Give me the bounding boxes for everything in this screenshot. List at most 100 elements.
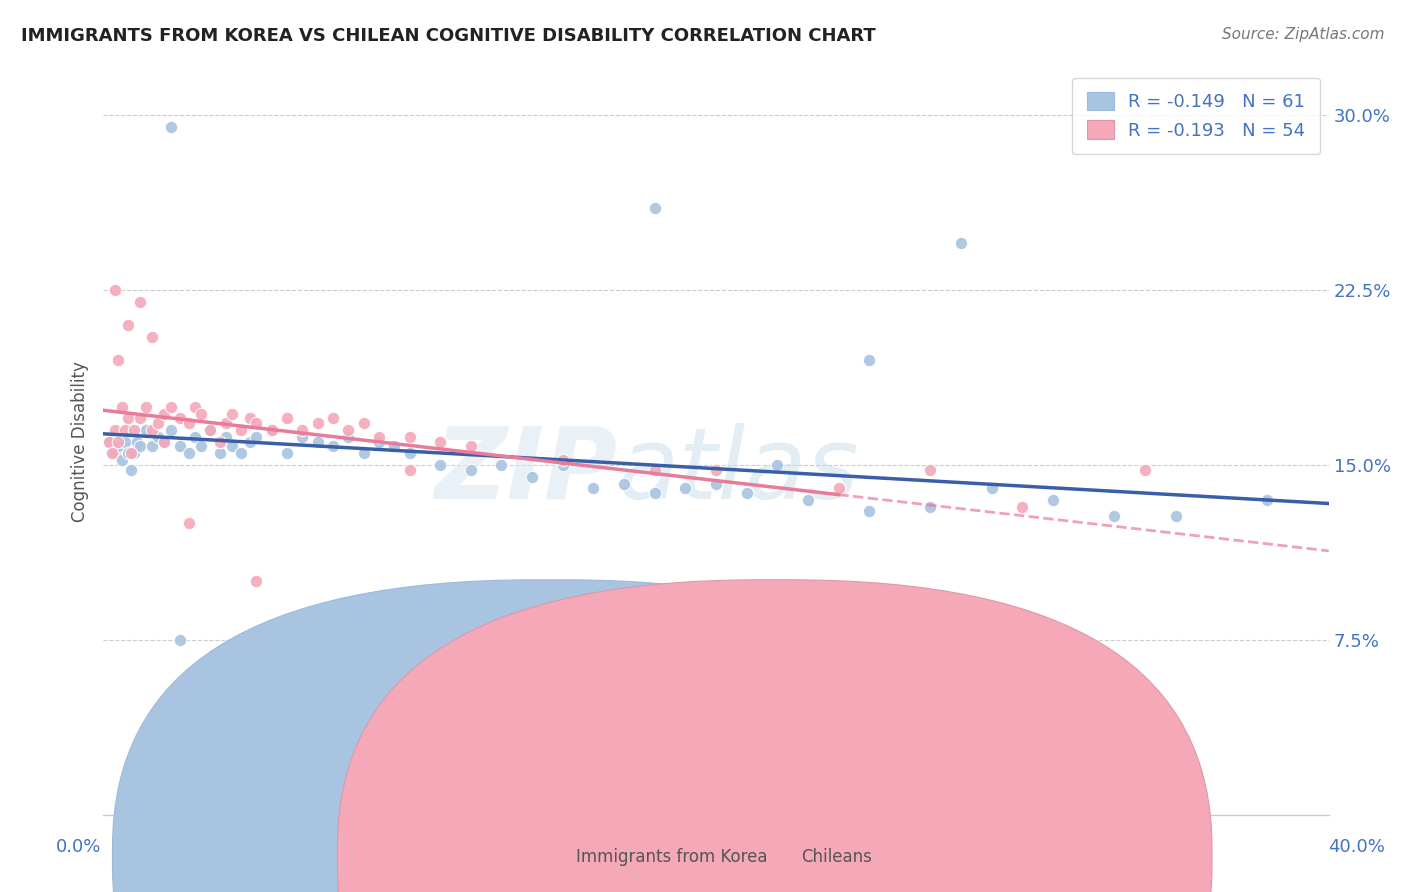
Point xyxy=(129,294,152,309)
Point xyxy=(159,120,181,134)
Point xyxy=(276,446,298,460)
Point xyxy=(398,430,420,444)
Point xyxy=(491,458,513,472)
Point xyxy=(117,446,139,460)
Point xyxy=(148,416,170,430)
Point xyxy=(221,439,243,453)
Point xyxy=(200,423,222,437)
Point xyxy=(460,439,482,453)
Point xyxy=(107,434,129,449)
Point xyxy=(153,407,176,421)
Point xyxy=(797,492,820,507)
Point xyxy=(215,430,238,444)
Point xyxy=(190,407,212,421)
Text: Chileans: Chileans xyxy=(801,848,872,866)
Point xyxy=(122,423,145,437)
Point xyxy=(159,400,181,414)
Point xyxy=(613,476,636,491)
Text: 40.0%: 40.0% xyxy=(1329,838,1385,856)
Point xyxy=(177,446,200,460)
Point xyxy=(1042,714,1064,729)
Point xyxy=(129,411,152,425)
Point xyxy=(98,434,121,449)
Point xyxy=(184,400,207,414)
Point xyxy=(104,423,127,437)
Point xyxy=(208,446,231,460)
Point xyxy=(353,446,375,460)
Point xyxy=(120,446,142,460)
Point xyxy=(122,446,145,460)
Point xyxy=(177,416,200,430)
Point xyxy=(260,423,283,437)
Point xyxy=(104,446,127,460)
Point xyxy=(398,462,420,476)
Point xyxy=(114,434,136,449)
Point xyxy=(101,446,124,460)
Point xyxy=(125,434,148,449)
Point xyxy=(520,469,543,483)
Point xyxy=(980,481,1002,495)
Point xyxy=(307,434,329,449)
Point xyxy=(221,407,243,421)
Text: atlas: atlas xyxy=(617,423,859,520)
Point xyxy=(920,500,942,514)
Point xyxy=(169,411,191,425)
Point xyxy=(322,411,344,425)
Point xyxy=(367,430,389,444)
Point xyxy=(153,434,176,449)
Point xyxy=(1133,462,1156,476)
Point xyxy=(337,430,360,444)
Point xyxy=(110,453,132,467)
Y-axis label: Cognitive Disability: Cognitive Disability xyxy=(72,361,89,522)
Point xyxy=(239,434,262,449)
Point xyxy=(337,423,360,437)
Point xyxy=(120,462,142,476)
Point xyxy=(169,439,191,453)
Point xyxy=(644,667,666,681)
Point xyxy=(551,458,574,472)
Point xyxy=(141,329,163,343)
Text: Immigrants from Korea: Immigrants from Korea xyxy=(576,848,768,866)
Point xyxy=(429,458,451,472)
Point xyxy=(107,353,129,368)
Point xyxy=(229,423,252,437)
Point xyxy=(429,434,451,449)
Point xyxy=(827,481,849,495)
Point xyxy=(704,462,727,476)
Point xyxy=(260,423,283,437)
Point xyxy=(858,504,880,518)
Point xyxy=(169,632,191,647)
Text: Source: ZipAtlas.com: Source: ZipAtlas.com xyxy=(1222,27,1385,42)
Point xyxy=(98,434,121,449)
Point xyxy=(239,411,262,425)
Point xyxy=(110,400,132,414)
Point xyxy=(644,462,666,476)
Point xyxy=(950,236,973,251)
Point xyxy=(208,434,231,449)
Point xyxy=(307,416,329,430)
Point xyxy=(135,423,157,437)
Point xyxy=(215,416,238,430)
Point xyxy=(382,439,405,453)
Point xyxy=(104,283,127,297)
Point xyxy=(245,430,267,444)
Legend: R = -0.149   N = 61, R = -0.193   N = 54: R = -0.149 N = 61, R = -0.193 N = 54 xyxy=(1073,78,1320,154)
Text: 0.0%: 0.0% xyxy=(56,838,101,856)
Point xyxy=(735,486,758,500)
Point xyxy=(1164,509,1187,524)
Point xyxy=(291,423,314,437)
Point xyxy=(551,453,574,467)
Point xyxy=(184,430,207,444)
Point xyxy=(200,423,222,437)
Point xyxy=(322,439,344,453)
Point xyxy=(107,439,129,453)
Point xyxy=(190,439,212,453)
Point xyxy=(367,434,389,449)
Point xyxy=(460,462,482,476)
Point xyxy=(766,458,789,472)
Point xyxy=(582,481,605,495)
Point xyxy=(644,202,666,216)
Point xyxy=(245,574,267,589)
Point xyxy=(141,423,163,437)
Point xyxy=(398,446,420,460)
